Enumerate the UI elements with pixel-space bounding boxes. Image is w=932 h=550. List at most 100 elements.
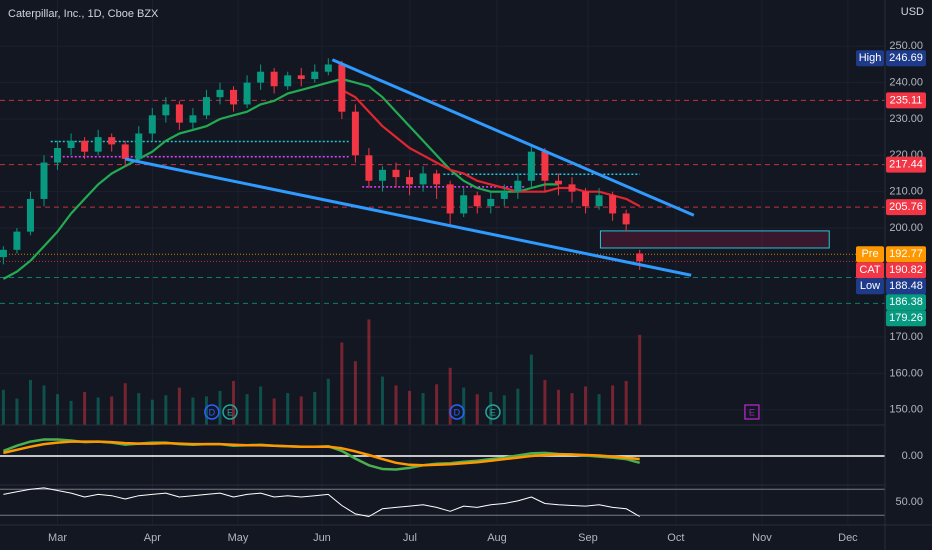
- macd-line: [3, 440, 640, 467]
- candle-body: [351, 111, 359, 156]
- volume-bar: [624, 381, 628, 425]
- volume-bar: [96, 397, 100, 425]
- trendline: [124, 157, 692, 277]
- volume-bar: [421, 393, 425, 425]
- price-tag-value: 188.48: [889, 280, 923, 292]
- rsi-line: [3, 487, 640, 517]
- event-marker: [449, 404, 465, 420]
- event-label: E: [749, 407, 755, 417]
- volume-bar: [326, 378, 330, 425]
- volume-bar: [462, 387, 466, 425]
- y-tick-label: 170.00: [889, 331, 923, 343]
- volume-bar: [164, 395, 168, 425]
- event-label: E: [490, 407, 496, 417]
- price-tag-name-bg: [856, 278, 884, 295]
- volume-bar: [380, 376, 384, 425]
- moving-average: [341, 88, 641, 208]
- zone: [599, 230, 830, 249]
- price-tag: [886, 278, 926, 295]
- y-tick-label: 50.00: [895, 496, 923, 508]
- candle-body: [378, 169, 386, 181]
- price-tag-name-bg: [856, 246, 884, 263]
- candle-body: [487, 198, 495, 207]
- volume-bar: [394, 385, 398, 425]
- candle-body: [175, 104, 183, 123]
- volume-bar: [353, 361, 357, 425]
- x-tick-label: Jun: [313, 532, 331, 544]
- candle-body: [433, 173, 441, 185]
- candle-body: [54, 148, 62, 163]
- x-tick-label: Jul: [403, 532, 417, 544]
- chart-title: Caterpillar, Inc., 1D, Cboe BZX: [8, 8, 159, 20]
- candle-body: [135, 133, 143, 159]
- price-tag: [886, 262, 926, 279]
- candle-body: [81, 140, 89, 152]
- price-tag-value: 192.77: [889, 248, 923, 260]
- x-tick-label: Apr: [144, 532, 161, 544]
- volume-bar: [489, 392, 493, 425]
- candle-body: [40, 162, 48, 199]
- candle-body: [162, 104, 170, 116]
- candle-body: [419, 173, 427, 185]
- price-tag: [886, 199, 926, 216]
- x-tick-label: Aug: [487, 532, 507, 544]
- candle-body: [202, 97, 210, 116]
- volume-bar: [638, 334, 642, 425]
- volume-bar: [556, 389, 560, 425]
- volume-bar: [15, 398, 19, 425]
- candle-body: [148, 115, 156, 134]
- event-marker: [485, 404, 501, 420]
- candle-body: [297, 75, 305, 79]
- candle-body: [622, 213, 630, 225]
- event-marker: [204, 404, 220, 420]
- event-label: D: [454, 407, 461, 417]
- candle-body: [108, 137, 116, 145]
- candle-body: [270, 71, 278, 87]
- candle-body: [392, 169, 400, 178]
- x-tick-label: Dec: [838, 532, 858, 544]
- event-label: E: [227, 407, 233, 417]
- volume-bar: [584, 386, 588, 425]
- candle-body: [216, 89, 224, 98]
- price-tag: [886, 294, 926, 311]
- candle-body: [460, 195, 468, 214]
- volume-bar: [259, 386, 263, 425]
- x-tick-label: Sep: [578, 532, 598, 544]
- volume-bar: [204, 396, 208, 425]
- volume-bar: [56, 394, 60, 425]
- x-tick-label: Mar: [48, 532, 67, 544]
- volume-bar: [543, 379, 547, 425]
- price-tag-name: Low: [860, 280, 880, 292]
- volume-bar: [597, 394, 601, 425]
- price-tag: [886, 246, 926, 263]
- moving-average: [2, 77, 559, 280]
- candle-body: [257, 71, 265, 83]
- currency[interactable]: USD: [901, 6, 924, 18]
- candle-body: [406, 177, 414, 185]
- y-tick-label: 150.00: [889, 404, 923, 416]
- candle-body: [473, 195, 481, 207]
- volume-bar: [367, 319, 371, 425]
- event-label: D: [209, 407, 216, 417]
- volume-bar: [177, 387, 181, 425]
- x-tick-label: May: [228, 532, 249, 544]
- price-tag-value: 217.44: [889, 159, 923, 171]
- candle-body: [189, 115, 197, 123]
- candle-body: [338, 64, 346, 112]
- volume-bar: [408, 390, 412, 425]
- price-tag-name-bg: [856, 262, 884, 279]
- candle-body: [446, 184, 454, 214]
- y-tick-label: 0.00: [902, 450, 923, 462]
- price-tag-value: 246.69: [889, 52, 923, 64]
- price-tag: [886, 50, 926, 67]
- candle-body: [243, 82, 251, 105]
- candle-body: [568, 184, 576, 192]
- candle-body: [636, 253, 644, 262]
- price-tag-name: High: [859, 52, 882, 64]
- trendline: [331, 58, 695, 217]
- price-tag-value: 235.11: [890, 94, 923, 106]
- volume-bar: [218, 390, 222, 425]
- volume-bar: [28, 379, 32, 425]
